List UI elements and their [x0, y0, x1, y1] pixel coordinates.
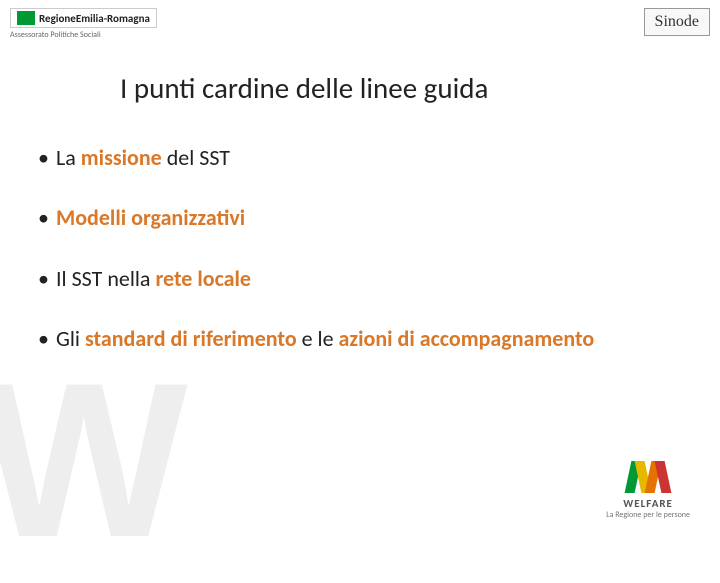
- welfare-logo: WELFARE La Regione per le persone: [606, 461, 690, 520]
- header: RegioneEmilia-Romagna Assessorato Politi…: [10, 8, 710, 56]
- bullet-3-pre: Il SST nella: [56, 265, 155, 292]
- bullet-3: Il SST nella rete locale: [38, 266, 680, 292]
- logo-sinode-text: Sinode: [655, 13, 699, 31]
- logo-rer-text: RegioneEmilia-Romagna: [39, 12, 150, 25]
- bullet-2: Modelli organizzativi: [38, 205, 680, 231]
- logo-rer-square-icon: [17, 11, 35, 25]
- welfare-stroke-4: [655, 461, 672, 493]
- bullet-2-text: Modelli organizzativi: [56, 204, 245, 231]
- bullet-1: La missione del SST: [38, 145, 680, 171]
- logo-rer-subtitle: Assessorato Politiche Sociali: [10, 30, 157, 40]
- logo-sinode: Sinode: [644, 8, 710, 36]
- bullet-4: Gli standard di riferimento e le azioni …: [38, 326, 680, 352]
- bullet-3-highlight: rete locale: [155, 265, 251, 292]
- bullet-4-pre: Gli: [56, 325, 85, 352]
- welfare-w-icon: [606, 461, 690, 493]
- bullet-1-post: del SST: [162, 144, 230, 171]
- bullet-1-pre: La: [56, 144, 81, 171]
- logo-rer-bar: RegioneEmilia-Romagna: [10, 8, 157, 28]
- bullet-4-mid: e le: [297, 325, 339, 352]
- bullet-1-highlight: missione: [81, 144, 162, 171]
- bullet-list: La missione del SST Modelli organizzativ…: [38, 145, 680, 387]
- welfare-label: WELFARE: [606, 497, 690, 510]
- bullet-4-highlight-1: standard di riferimento: [85, 325, 297, 352]
- welfare-subtitle: La Regione per le persone: [606, 510, 690, 520]
- logo-regione-emilia-romagna: RegioneEmilia-Romagna Assessorato Politi…: [10, 8, 157, 40]
- bullet-4-highlight-2: azioni di accompagnamento: [339, 325, 595, 352]
- slide-title: I punti cardine delle linee guida: [120, 70, 488, 106]
